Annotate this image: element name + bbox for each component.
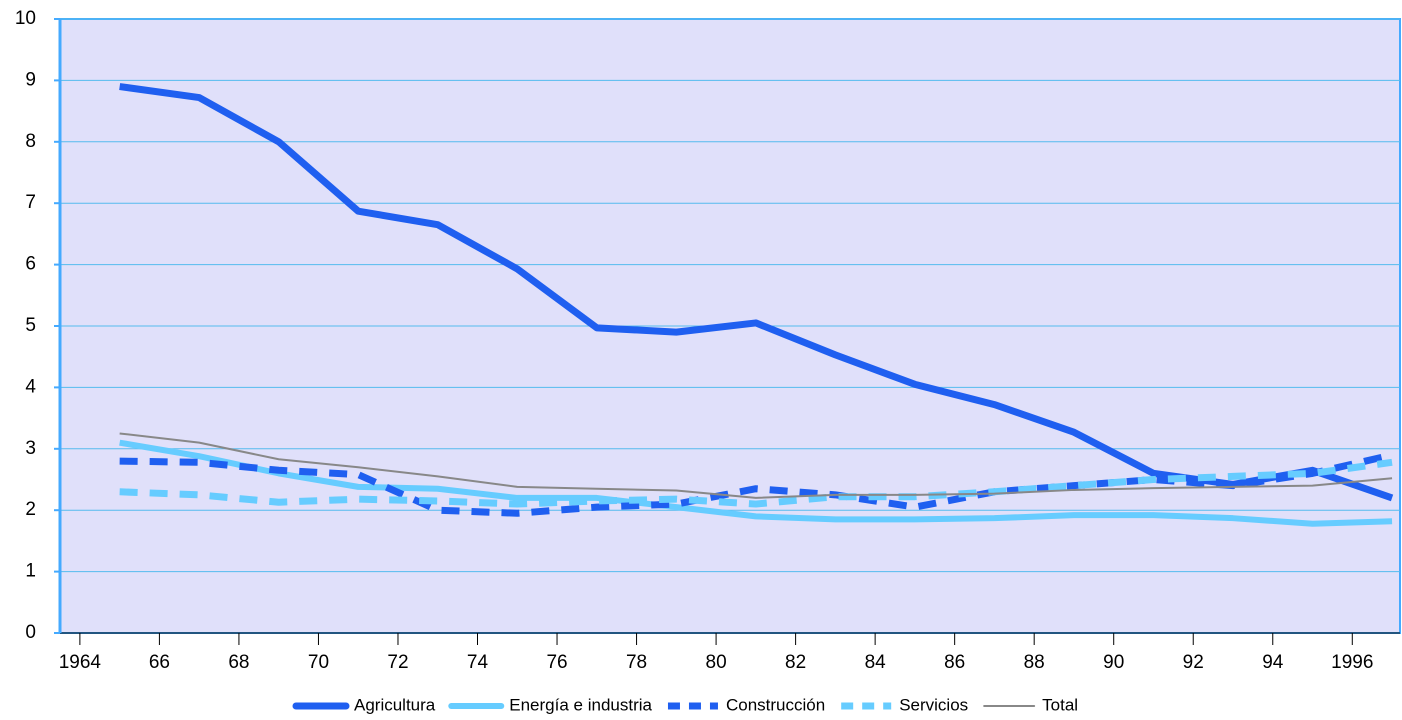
y-tick-label: 6: [25, 254, 36, 275]
x-tick-label: 1996: [1331, 652, 1373, 673]
x-tick-label: 94: [1262, 652, 1284, 673]
line-series: [119, 439, 1393, 527]
x-tick-label: 68: [228, 652, 249, 673]
x-tick-label: 92: [1183, 652, 1204, 673]
y-tick-label: 8: [25, 131, 36, 152]
y-tick-label: 5: [25, 315, 36, 336]
y-tick-label: 1: [25, 561, 36, 582]
x-tick-label: 74: [467, 652, 489, 673]
legend-label: Construcción: [726, 695, 825, 714]
legend-label: Energía e industria: [509, 695, 652, 714]
y-tick-label: 4: [25, 376, 36, 397]
x-tick-label: 76: [546, 652, 567, 673]
y-tick-label: 7: [25, 192, 36, 213]
x-tick-label: 82: [785, 652, 806, 673]
x-tick-label: 84: [865, 652, 887, 673]
x-tick-label: 78: [626, 652, 647, 673]
x-tick-label: 1964: [59, 652, 102, 673]
legend-label: Servicios: [899, 695, 968, 714]
legend: Agricultura Energía e industria Construcci…: [292, 695, 1078, 714]
y-tick-label: 2: [25, 499, 36, 520]
x-tick-label: 80: [706, 652, 727, 673]
legend-label: Total: [1042, 695, 1078, 714]
x-tick-label: 70: [308, 652, 329, 673]
line-series: [119, 458, 1393, 508]
y-tick-label: 0: [25, 622, 36, 643]
x-tick-label: 66: [149, 652, 170, 673]
x-tick-label: 90: [1103, 652, 1124, 673]
line-series: [119, 432, 1393, 499]
legend-label: Agricultura: [354, 695, 436, 714]
line-series: [119, 451, 1393, 517]
x-tick-label: 88: [1024, 652, 1045, 673]
y-tick-label: 9: [25, 69, 36, 90]
x-tick-label: 72: [387, 652, 408, 673]
y-tick-label: 10: [15, 8, 36, 29]
x-tick-label: 86: [944, 652, 965, 673]
y-tick-label: 3: [25, 438, 36, 459]
